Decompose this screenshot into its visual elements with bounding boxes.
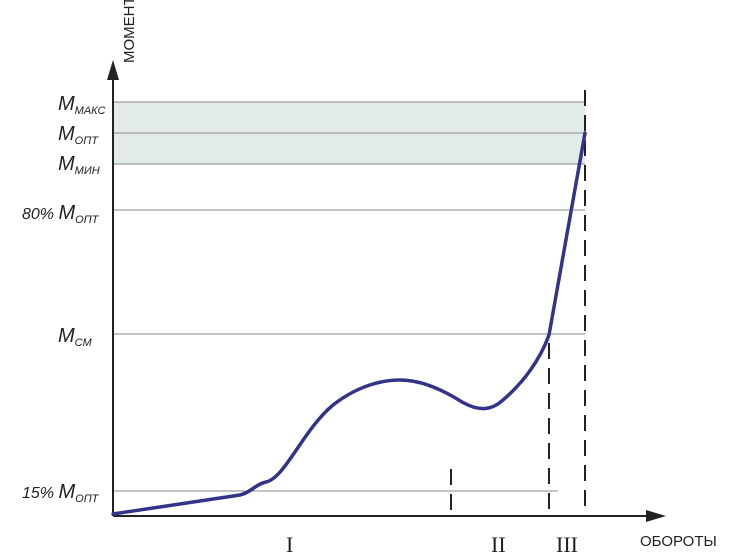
y-axis-title: МОМЕНТ [121, 0, 138, 63]
label-m-min: MМИН [58, 153, 100, 177]
torque-curve [111, 131, 587, 516]
label-m-opt: MОПТ [58, 123, 99, 147]
zone-label-i: I [286, 532, 293, 554]
x-axis-arrow [646, 510, 666, 522]
label-m-max: MМАКС [58, 93, 106, 117]
label-m-cm: MСМ [58, 325, 92, 349]
y-axis-arrow [107, 60, 119, 80]
zone-label-ii: II [491, 532, 506, 554]
zone-label-iii: III [556, 532, 578, 554]
x-axis-title: ОБОРОТЫ [640, 533, 717, 550]
label-15-m-opt: 15% MОПТ [22, 481, 100, 505]
label-80-m-opt: 80% MОПТ [22, 202, 100, 226]
